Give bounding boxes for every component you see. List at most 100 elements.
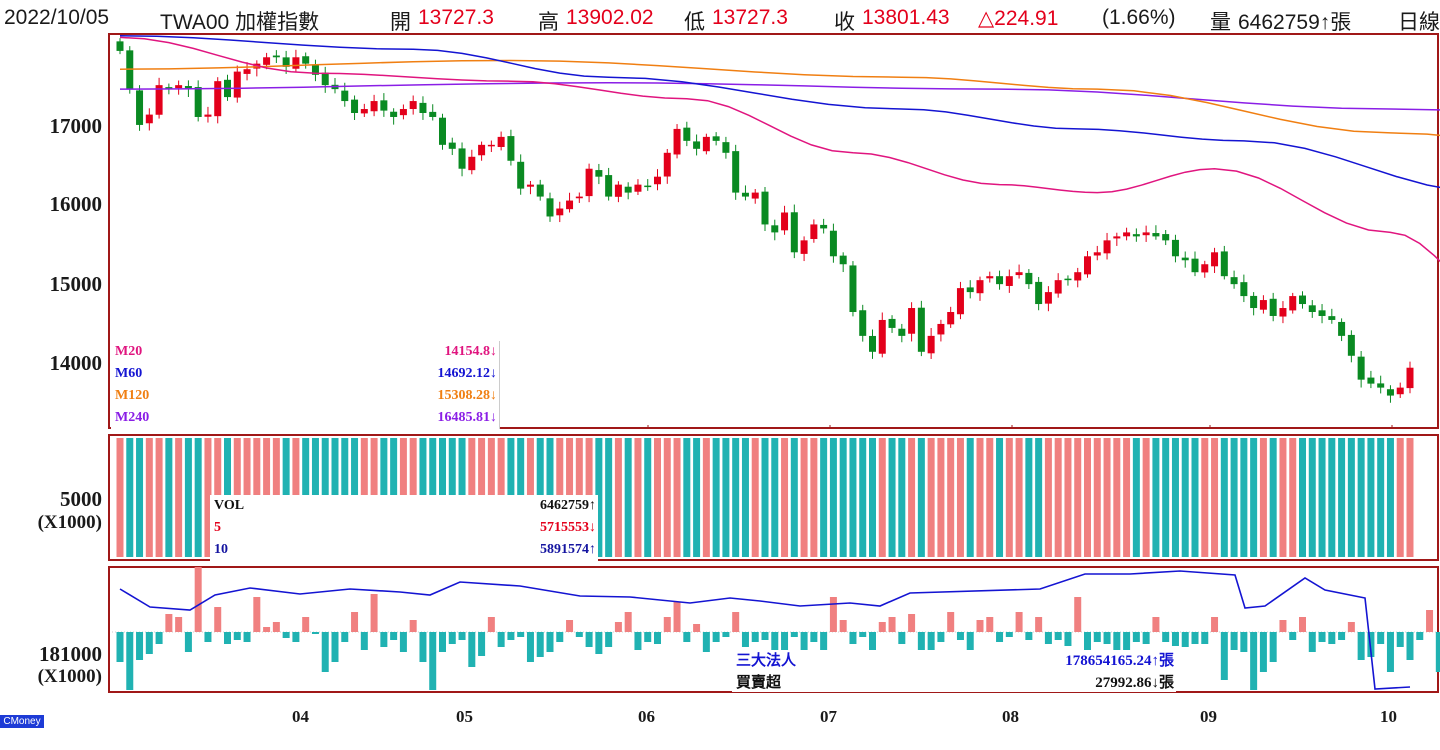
volume-bar	[1191, 438, 1199, 557]
candle-body	[1357, 356, 1365, 380]
netsell-bar	[439, 632, 446, 652]
candle-body	[292, 57, 300, 69]
volume-bar	[136, 438, 144, 557]
candle-body	[1035, 281, 1043, 305]
netbuy-bar	[272, 622, 280, 632]
candle-body	[145, 114, 153, 124]
netsell-bar	[634, 632, 642, 650]
netsell-bar	[321, 632, 329, 672]
volume-bar	[1357, 438, 1365, 557]
volume-bar	[732, 438, 740, 557]
candle-body	[673, 128, 681, 155]
month-label-09: 09	[1200, 707, 1217, 726]
inst-legend-row: 買賣超 27992.86↓張	[732, 672, 1176, 694]
netsell-bar	[1377, 632, 1385, 644]
vol-name: 10	[214, 542, 228, 557]
netsell-bar	[478, 632, 486, 656]
candle-body	[184, 86, 192, 90]
netsell-bar	[136, 632, 144, 660]
candle-body	[1142, 232, 1150, 236]
netsell-bar	[702, 632, 710, 652]
netsell-bar	[1123, 632, 1131, 657]
volume-bar	[869, 438, 876, 557]
ma-legend-row: M240 16485.81↓	[111, 407, 499, 429]
volume-bar	[712, 438, 720, 557]
candle-body	[214, 81, 222, 117]
candle-body	[1279, 308, 1287, 317]
candle-body	[1259, 300, 1267, 310]
candle-body	[439, 117, 446, 145]
netsell-bar	[996, 632, 1004, 642]
inst-name: 三大法人	[736, 653, 797, 669]
netsell-bar	[1113, 632, 1121, 660]
volume-bar	[116, 438, 124, 557]
candle-body	[1064, 278, 1072, 281]
volume-bar	[1113, 438, 1121, 557]
netbuy-bar	[566, 620, 574, 632]
netsell-bar	[751, 632, 759, 642]
netsell-bar	[1103, 632, 1111, 644]
candle-body	[1220, 251, 1228, 277]
netsell-bar	[1240, 632, 1248, 652]
netsell-bar	[155, 632, 163, 644]
candle-body	[448, 142, 456, 149]
netbuy-bar	[175, 617, 183, 632]
volume-bar	[908, 438, 916, 557]
volume-bar	[1230, 438, 1238, 557]
inst-unit: (X1000)	[37, 666, 102, 687]
candle-body	[1015, 272, 1023, 276]
netsell-bar	[1044, 632, 1052, 644]
netbuy-bar	[194, 567, 202, 632]
netsell-bar	[1259, 632, 1267, 672]
volume-bar	[771, 438, 779, 557]
candle-body	[829, 230, 837, 257]
volume-bar	[810, 438, 818, 557]
candle-body	[644, 185, 652, 188]
volume-bar	[1250, 438, 1258, 557]
cmoney-logo: CMoney	[0, 715, 44, 728]
month-label-04: 04	[292, 707, 309, 726]
candle-body	[790, 212, 798, 253]
netsell-bar	[595, 632, 603, 654]
volume-bar	[1093, 438, 1101, 557]
ma-name: M20	[115, 344, 143, 359]
candle-body	[302, 56, 310, 64]
netsell-bar	[849, 632, 857, 644]
volume-bar	[1123, 438, 1131, 557]
volume-unit: (X1000)	[37, 512, 102, 533]
candle-body	[869, 335, 876, 352]
candle-body	[1025, 272, 1033, 285]
netbuy-bar	[908, 614, 916, 632]
candle-body	[175, 85, 183, 89]
netsell-bar	[1191, 632, 1199, 644]
netsell-bar	[1162, 632, 1170, 642]
volume-bar	[1171, 438, 1179, 557]
netbuy-bar	[693, 624, 701, 632]
vol-name: 5	[214, 520, 221, 535]
month-label-08: 08	[1002, 707, 1019, 726]
netsell-bar	[1005, 632, 1013, 637]
volume-bar	[614, 438, 622, 557]
change-percent: (1.66%)	[1102, 6, 1176, 29]
netsell-bar	[937, 632, 945, 642]
candle-body	[194, 87, 202, 117]
netsell-bar	[448, 632, 456, 644]
volume-bar	[781, 438, 789, 557]
netsell-bar	[1132, 632, 1140, 642]
volume-bar	[644, 438, 652, 557]
netsell-bar	[585, 632, 593, 647]
candle-body	[1162, 234, 1170, 241]
netsell-bar	[820, 632, 828, 657]
netsell-bar	[399, 632, 407, 652]
candle-body	[917, 307, 925, 352]
netsell-bar	[1171, 632, 1179, 646]
candle-body	[487, 144, 495, 147]
price-tick-15000: 15000	[49, 272, 103, 296]
candle-body	[624, 186, 632, 193]
candle-body	[1074, 272, 1082, 281]
volume-bar	[595, 438, 603, 557]
close-label: 收	[834, 11, 855, 34]
netbuy-bar	[829, 597, 837, 632]
volume-bar	[654, 438, 661, 557]
price-tick-16000: 16000	[49, 192, 103, 216]
